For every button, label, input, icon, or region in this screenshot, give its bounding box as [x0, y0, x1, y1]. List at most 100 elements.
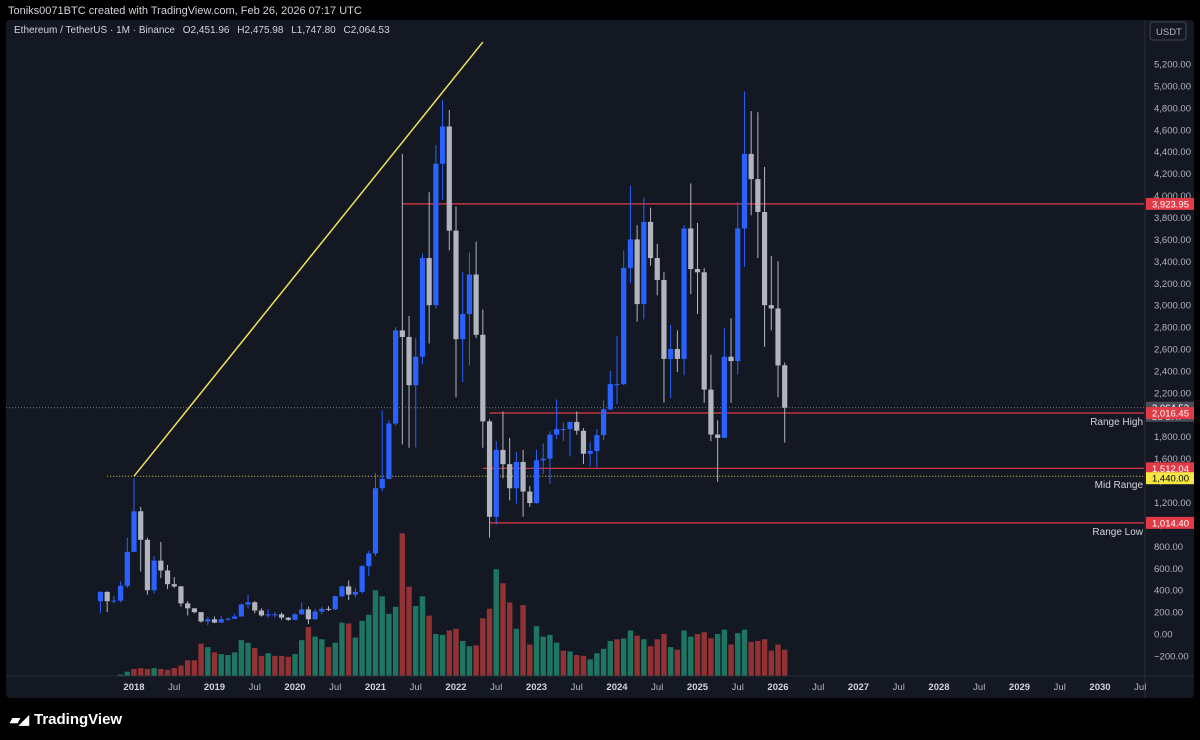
x-tick-label: Jul — [973, 682, 985, 693]
tradingview-logo[interactable]: ▰◢ TradingView — [10, 711, 122, 728]
level-price-tag-bg — [1146, 407, 1194, 420]
x-tick-label: 2024 — [606, 682, 628, 693]
candle-body — [634, 239, 640, 305]
candle — [319, 606, 325, 615]
top-caption-bar: Toniks0071BTC created with TradingView.c… — [0, 0, 1200, 22]
volume-bar — [151, 668, 157, 676]
legend-low: L1,747.80 — [291, 25, 336, 36]
candle — [446, 110, 452, 251]
candle-body — [339, 586, 345, 597]
volume-bar — [641, 639, 647, 676]
volume-bar — [694, 634, 701, 676]
candle-body — [299, 609, 305, 615]
candle-body — [554, 429, 560, 435]
candle-body — [460, 313, 466, 340]
volume-bar — [366, 614, 372, 676]
y-tick-label: 1,200.00 — [1154, 498, 1191, 509]
candle — [426, 192, 432, 344]
y-tick-label: 4,600.00 — [1154, 125, 1191, 136]
candle — [466, 252, 473, 366]
candle — [614, 335, 620, 404]
candle-body — [681, 228, 687, 359]
candle — [600, 400, 607, 441]
candle — [252, 601, 258, 614]
candle-body — [232, 616, 238, 619]
candle-body — [647, 221, 654, 259]
volume-bar — [372, 590, 379, 676]
candle-body — [352, 591, 358, 595]
candle — [473, 241, 479, 339]
candle — [198, 612, 204, 623]
legend-open: O2,451.96 — [182, 25, 230, 36]
candle — [272, 612, 278, 618]
candle-body — [741, 153, 748, 229]
volume-bar — [252, 648, 258, 676]
candle — [117, 581, 124, 603]
level-price-tag-bg — [1146, 197, 1194, 210]
volume-bar — [627, 630, 634, 676]
volume-bar — [708, 638, 714, 676]
trend-line — [133, 41, 484, 477]
price-axis-bg — [1146, 20, 1194, 698]
volume-bar — [513, 628, 520, 676]
candle-body — [245, 602, 251, 605]
candle-body — [124, 551, 130, 586]
y-tick-label: 600.00 — [1154, 564, 1183, 575]
candle-body — [567, 421, 573, 430]
symbol-legend[interactable]: Ethereum / TetherUS · 1M · Binance O2,45… — [14, 25, 395, 36]
y-tick-label: 3,200.00 — [1154, 279, 1191, 290]
candle — [372, 472, 379, 556]
candle — [211, 616, 218, 624]
volume-bar — [701, 632, 707, 676]
tradingview-logo-text: TradingView — [34, 711, 123, 728]
chart-panel[interactable]: Range High Mid Range Range Low USDT −200.00 0… — [6, 20, 1194, 698]
candle — [674, 330, 680, 373]
level-price-tag: 3,923.95 — [1152, 199, 1189, 210]
candle-body — [158, 560, 164, 571]
candle-body — [701, 272, 707, 390]
y-tick-label: 800.00 — [1154, 542, 1183, 553]
candle — [567, 421, 573, 457]
candle — [104, 591, 110, 613]
candle — [668, 324, 674, 399]
candle — [238, 603, 244, 617]
candle-body — [547, 434, 553, 459]
volume-bar — [392, 606, 399, 676]
x-tick-label: Jul — [168, 682, 180, 693]
legend-symbol: Ethereum / TetherUS · 1M · Binance — [14, 25, 175, 36]
price-chart[interactable]: Range High Mid Range Range Low USDT −200.00 0… — [6, 20, 1194, 698]
candle — [647, 207, 654, 266]
candle-body — [520, 461, 526, 492]
x-tick-label: Jul — [249, 682, 261, 693]
volume-bar — [587, 659, 593, 676]
volume-bar — [285, 656, 291, 676]
y-tick-label: 4,000.00 — [1154, 191, 1191, 202]
candle — [755, 112, 761, 259]
candle — [701, 267, 707, 403]
candle-body — [104, 591, 110, 602]
candle-body — [748, 153, 754, 180]
candle — [520, 449, 526, 517]
candle-body — [171, 584, 177, 587]
candle — [641, 197, 647, 320]
x-tick-label: 2028 — [928, 682, 949, 693]
candle-body — [580, 430, 587, 454]
candle — [285, 617, 291, 621]
x-tick-label: Jul — [732, 682, 744, 693]
volume-bar — [607, 641, 613, 676]
candle — [540, 443, 546, 475]
level-price-tag: 2,016.45 — [1152, 409, 1189, 420]
candle-body — [728, 356, 734, 362]
candle-body — [164, 570, 171, 585]
candle — [480, 309, 486, 448]
candle — [265, 609, 271, 618]
currency-box — [1149, 21, 1187, 41]
volume-bar — [761, 639, 768, 676]
candle — [399, 153, 405, 445]
volume-bar — [238, 640, 245, 676]
candle — [245, 594, 251, 609]
candle-body — [138, 511, 144, 540]
candle — [258, 608, 265, 617]
x-tick-label: 2025 — [687, 682, 709, 693]
candle — [138, 506, 144, 572]
